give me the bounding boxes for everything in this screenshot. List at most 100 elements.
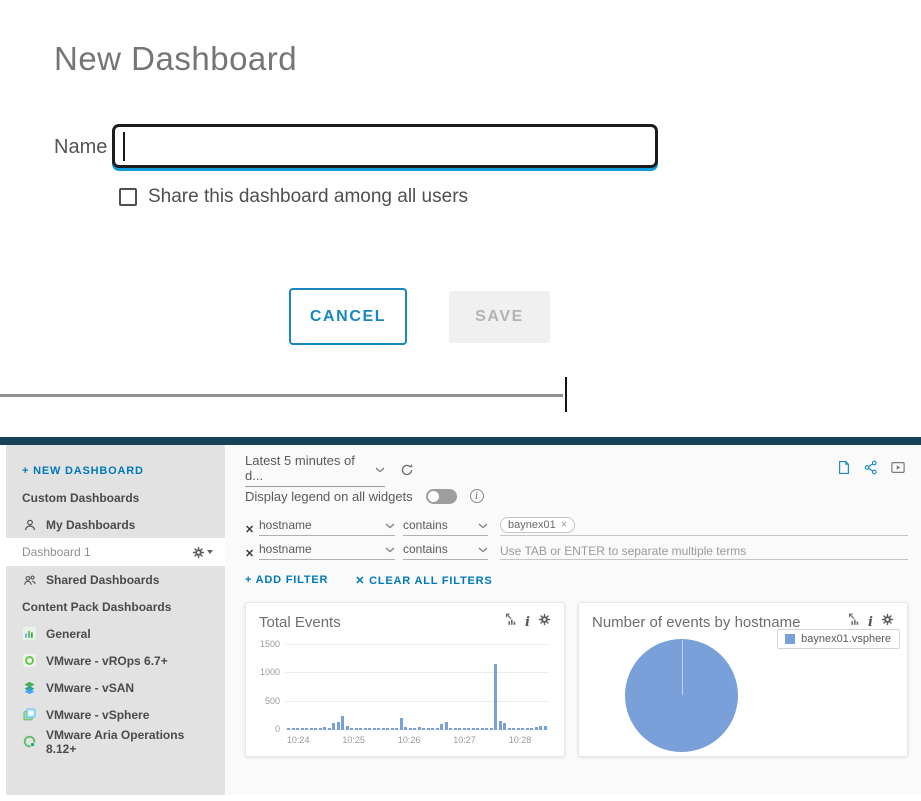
sidebar-item-label: Content Pack Dashboards bbox=[22, 599, 172, 614]
document-icon[interactable] bbox=[837, 460, 851, 480]
sidebar-item-shared-dashboards[interactable]: Shared Dashboards bbox=[6, 566, 225, 593]
filters-section: ✕ hostname contains baynex01 × ✕ hostname conta… bbox=[245, 517, 908, 587]
legend-swatch bbox=[785, 634, 796, 644]
top-accent-bar bbox=[0, 437, 921, 445]
legend-info-icon[interactable]: i bbox=[469, 489, 484, 503]
remove-filter-icon[interactable]: ✕ bbox=[245, 524, 255, 536]
info-icon[interactable]: i bbox=[525, 614, 530, 630]
widget-events-by-hostname: Number of events by hostname i baynex01.… bbox=[578, 602, 908, 757]
filter-value-input[interactable]: Use TAB or ENTER to separate multiple te… bbox=[500, 544, 908, 560]
sidebar-item-label: My Dashboards bbox=[46, 517, 136, 532]
sidebar-item-vmware-vsan[interactable]: VMware - vSAN bbox=[6, 674, 225, 701]
sidebar-item-vmware-vsphere[interactable]: VMware - vSphere bbox=[6, 701, 225, 728]
tag-close-icon[interactable]: × bbox=[560, 518, 568, 531]
gear-menu-icon[interactable] bbox=[192, 546, 213, 559]
bar bbox=[291, 728, 295, 730]
bar bbox=[386, 728, 389, 730]
legend-toggle[interactable] bbox=[425, 488, 457, 504]
refresh-icon[interactable] bbox=[400, 463, 414, 477]
bar bbox=[485, 728, 488, 730]
legend-toggle-label: Display legend on all widgets bbox=[245, 488, 413, 504]
dashboard-name-input[interactable] bbox=[112, 124, 658, 168]
bar bbox=[462, 728, 466, 730]
bar bbox=[359, 728, 362, 730]
share-checkbox[interactable] bbox=[119, 188, 137, 206]
bar bbox=[354, 728, 358, 730]
bar bbox=[327, 728, 331, 730]
info-icon[interactable]: i bbox=[868, 614, 873, 630]
bar bbox=[345, 726, 349, 730]
gridline bbox=[285, 644, 549, 645]
bar bbox=[458, 728, 461, 730]
divider-line bbox=[0, 394, 563, 397]
pie-legend[interactable]: baynex01.vsphere bbox=[777, 629, 900, 649]
x-tick-label: 10:24 bbox=[286, 735, 310, 745]
new-dashboard-link-label: + NEW DASHBOARD bbox=[22, 464, 144, 477]
aria-pack-icon bbox=[22, 734, 37, 749]
bar bbox=[305, 728, 308, 730]
filter-operator-select[interactable]: contains bbox=[403, 518, 488, 536]
remove-filter-icon[interactable]: ✕ bbox=[245, 548, 255, 560]
clear-all-filters-button[interactable]: ✕ CLEAR ALL FILTERS bbox=[355, 575, 493, 587]
chevron-down-icon bbox=[375, 461, 385, 476]
gear-icon[interactable] bbox=[881, 613, 894, 631]
bar bbox=[530, 728, 533, 730]
filter-value-input[interactable]: baynex01 × bbox=[500, 517, 908, 536]
filter-rows: ✕ hostname contains baynex01 × ✕ hostname conta… bbox=[245, 517, 908, 560]
gear-icon[interactable] bbox=[538, 613, 551, 631]
bar bbox=[426, 728, 430, 730]
open-in-analytics-icon[interactable] bbox=[847, 613, 860, 631]
bars-container[interactable] bbox=[287, 645, 547, 730]
users-icon bbox=[22, 572, 37, 587]
sidebar-item-label: VMware Aria Operations 8.12+ bbox=[46, 727, 185, 756]
sidebar-item-content-pack-dashboards: Content Pack Dashboards bbox=[6, 593, 225, 620]
bar bbox=[417, 727, 421, 730]
bar bbox=[341, 715, 344, 730]
open-in-analytics-icon[interactable] bbox=[504, 613, 517, 631]
new-dashboard-link[interactable]: + NEW DASHBOARD bbox=[6, 457, 225, 484]
pie-chart[interactable] bbox=[625, 639, 738, 752]
bar bbox=[444, 721, 448, 730]
bar bbox=[539, 726, 542, 730]
bar bbox=[381, 728, 385, 730]
x-tick-label: 10:27 bbox=[453, 735, 476, 745]
bar bbox=[534, 726, 538, 730]
cancel-button[interactable]: CANCEL bbox=[289, 288, 407, 345]
bar bbox=[512, 728, 515, 730]
bar bbox=[516, 728, 520, 730]
time-range-select[interactable]: Latest 5 minutes of d... bbox=[245, 453, 385, 487]
bar bbox=[332, 723, 335, 730]
widget-title: Number of events by hostname bbox=[592, 613, 801, 631]
sidebar-item-general[interactable]: General bbox=[6, 620, 225, 647]
widget-title: Total Events bbox=[259, 613, 341, 631]
filter-field-select[interactable]: hostname bbox=[259, 518, 395, 536]
presentation-icon[interactable] bbox=[890, 460, 906, 480]
filter-value-placeholder: Use TAB or ENTER to separate multiple te… bbox=[500, 544, 747, 558]
add-filter-button[interactable]: + ADD FILTER bbox=[245, 574, 329, 586]
share-checkbox-label: Share this dashboard among all users bbox=[148, 186, 469, 207]
filter-field-select[interactable]: hostname bbox=[259, 542, 395, 560]
dashboard-app: + NEW DASHBOARD Custom Dashboards My Dash… bbox=[0, 437, 921, 801]
bar bbox=[372, 728, 376, 730]
main-content: Latest 5 minutes of d... Display legend … bbox=[225, 445, 921, 795]
share-icon[interactable] bbox=[863, 460, 878, 480]
total-events-plot[interactable]: 0 500 1000 1500 10:24 10:25 10:26 10:27 10:28 bbox=[260, 639, 549, 745]
bar bbox=[300, 728, 304, 730]
sidebar-item-label: VMware - vSphere bbox=[46, 707, 150, 722]
sidebar-item-dashboard-1[interactable]: Dashboard 1 bbox=[6, 538, 225, 566]
sidebar-item-vmware-aria-operations-8-12[interactable]: VMware Aria Operations 8.12+ bbox=[6, 727, 225, 756]
sidebar-item-vmware-vrops-6-7[interactable]: VMware - vROps 6.7+ bbox=[6, 647, 225, 674]
filter-operator-select[interactable]: contains bbox=[403, 542, 488, 560]
sidebar-item-my-dashboards[interactable]: My Dashboards bbox=[6, 511, 225, 538]
save-button[interactable]: SAVE bbox=[449, 291, 550, 343]
bar bbox=[395, 728, 398, 730]
filter-tag-label: baynex01 bbox=[508, 519, 556, 531]
sidebar-item-custom-dashboards: Custom Dashboards bbox=[6, 484, 225, 511]
general-pack-icon bbox=[22, 626, 37, 641]
bar bbox=[413, 728, 416, 730]
chevron-down-icon bbox=[478, 518, 488, 532]
filter-row: ✕ hostname contains Use TAB or ENTER to sep… bbox=[245, 542, 908, 560]
vrops-pack-icon bbox=[22, 653, 37, 668]
bar bbox=[489, 728, 493, 730]
x-tick-label: 10:26 bbox=[397, 735, 421, 745]
